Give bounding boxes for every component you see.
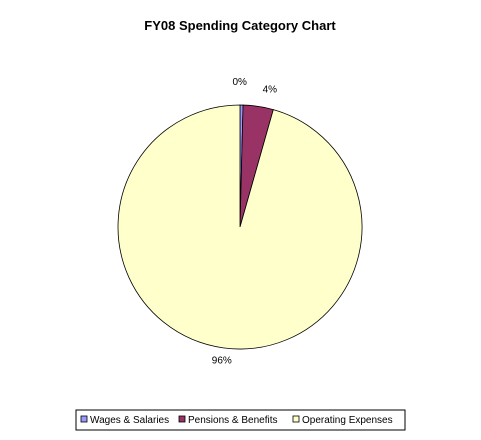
chart-title: FY08 Spending Category Chart: [144, 18, 336, 33]
data-label-3: 96%: [212, 356, 232, 367]
legend: Wages & Salaries Pensions & Benefits Opera…: [75, 409, 406, 431]
legend-swatch-3: [292, 415, 300, 423]
legend-swatch-2: [178, 415, 186, 423]
pie-slice-3: [117, 104, 363, 350]
legend-box: [75, 409, 406, 431]
legend-label-2: Pensions & Benefits: [188, 415, 278, 426]
pie-slices: [117, 104, 363, 350]
legend-swatch-1: [80, 415, 88, 423]
legend-label-1: Wages & Salaries: [90, 415, 169, 426]
data-labels: 0% 4% 96%: [212, 77, 277, 367]
legend-label-3: Operating Expenses: [302, 415, 393, 426]
data-label-2: 4%: [263, 85, 278, 96]
data-label-1: 0%: [232, 77, 247, 88]
